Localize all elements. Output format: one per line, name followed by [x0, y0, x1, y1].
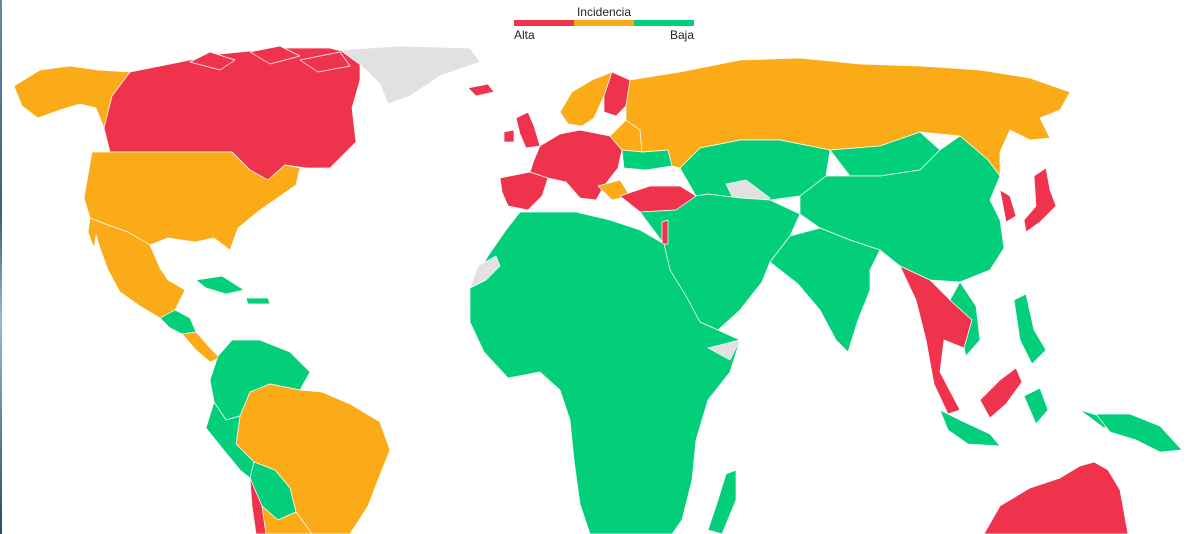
- window-edge-strip: [0, 0, 2, 534]
- region-indonesia[interactable]: [939, 387, 1121, 447]
- legend-label-low: Baja: [669, 28, 694, 42]
- region-india[interactable]: [769, 227, 881, 353]
- region-korea[interactable]: [999, 189, 1017, 223]
- region-africa[interactable]: [469, 211, 741, 534]
- legend: Incidencia Alta Baja: [514, 5, 694, 45]
- region-western-sahara[interactable]: [469, 255, 501, 289]
- region-greenland[interactable]: [339, 45, 481, 105]
- region-vietnam[interactable]: [949, 281, 981, 357]
- region-western-europe[interactable]: [529, 129, 623, 201]
- region-argentina[interactable]: [261, 505, 313, 534]
- region-iceland[interactable]: [467, 83, 495, 97]
- region-australia[interactable]: [983, 461, 1129, 534]
- region-canada-arctic[interactable]: [189, 45, 351, 73]
- region-madagascar[interactable]: [707, 469, 737, 534]
- region-iberia[interactable]: [499, 171, 549, 211]
- legend-title: Incidencia: [576, 5, 632, 19]
- region-cuba[interactable]: [195, 275, 271, 305]
- legend-swatch-high: [514, 20, 574, 26]
- region-panama-costa-rica[interactable]: [181, 331, 221, 363]
- region-chile[interactable]: [249, 477, 267, 534]
- legend-label-high: Alta: [514, 28, 535, 42]
- legend-swatch-medium: [574, 20, 634, 26]
- region-ukraine[interactable]: [621, 149, 673, 171]
- region-new-guinea[interactable]: [1095, 413, 1183, 453]
- region-israel[interactable]: [661, 219, 669, 245]
- region-philippines[interactable]: [1013, 293, 1047, 365]
- region-uk-ireland[interactable]: [503, 111, 541, 149]
- region-borneo[interactable]: [979, 367, 1023, 419]
- region-japan[interactable]: [1023, 167, 1057, 233]
- legend-swatch-low: [634, 20, 694, 26]
- region-somalia[interactable]: [707, 339, 741, 361]
